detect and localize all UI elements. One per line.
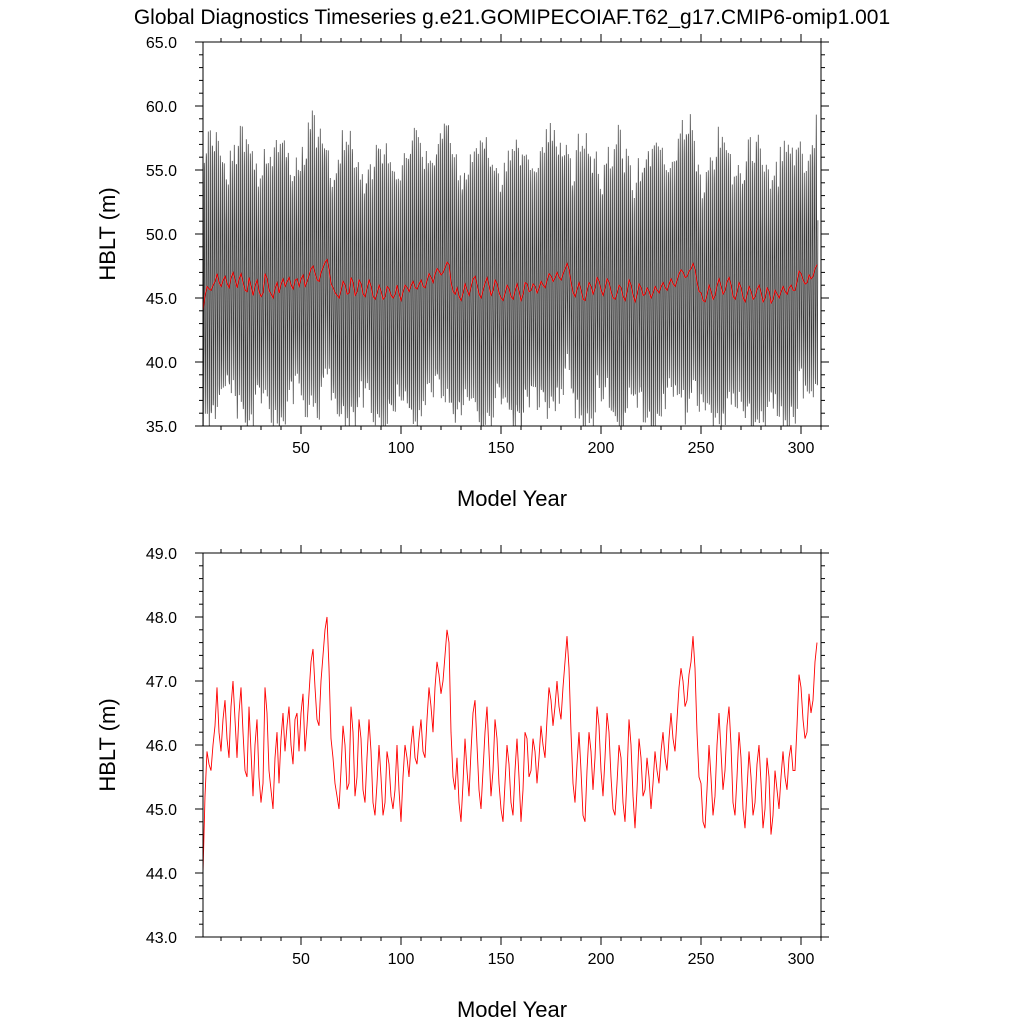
top-x-tick-label: 300 — [788, 440, 815, 457]
bottom-x-tick-label: 250 — [688, 951, 715, 968]
bottom-x-tick-label: 50 — [292, 951, 310, 968]
bottom-y-tick-label: 45.0 — [146, 802, 177, 819]
top-y-tick-label: 60.0 — [146, 99, 177, 116]
top-y-tick-label: 40.0 — [146, 355, 177, 372]
bottom-plot-area — [203, 616, 818, 874]
chart-title: Global Diagnostics Timeseries g.e21.GOMI… — [134, 6, 890, 29]
bottom-x-tick-label: 150 — [488, 951, 515, 968]
top-y-axis-label: HBLT (m) — [95, 187, 120, 280]
top-x-axis-label: Model Year — [457, 486, 567, 511]
top-monthly-series-line — [203, 110, 819, 426]
bottom-y-tick-label: 46.0 — [146, 738, 177, 755]
bottom-plot-frame — [202, 552, 822, 938]
bottom-y-tick-label: 48.0 — [146, 610, 177, 627]
bottom-annual-series-line — [203, 616, 818, 874]
annual-hblt-panel: 50 100 150 200 250 300 43.0 44.0 45.0 46.0 47.0 48.… — [95, 545, 829, 1022]
bottom-x-axis-label: Model Year — [457, 997, 567, 1022]
top-y-tick-label: 35.0 — [146, 419, 177, 436]
top-y-tick-label: 65.0 — [146, 35, 177, 52]
top-annual-series-line — [203, 258, 818, 311]
bottom-y-tick-label: 43.0 — [146, 930, 177, 947]
bottom-x-tick-label: 300 — [788, 951, 815, 968]
bottom-x-tick-label: 100 — [388, 951, 415, 968]
monthly-hblt-panel: 50 100 150 200 250 300 35.0 40.0 45.0 50.0 55.0 60.… — [95, 34, 829, 511]
bottom-x-tick-label: 200 — [588, 951, 615, 968]
top-plot-area — [203, 110, 819, 426]
top-x-tick-label: 250 — [688, 440, 715, 457]
top-x-tick-label: 200 — [588, 440, 615, 457]
top-x-tick-label: 150 — [488, 440, 515, 457]
top-x-tick-label: 50 — [292, 440, 310, 457]
top-y-tick-label: 45.0 — [146, 291, 177, 308]
bottom-y-tick-label: 49.0 — [146, 546, 177, 563]
top-x-tick-label: 100 — [388, 440, 415, 457]
bottom-y-tick-label: 47.0 — [146, 674, 177, 691]
bottom-y-tick-label: 44.0 — [146, 866, 177, 883]
top-y-tick-label: 55.0 — [146, 163, 177, 180]
bottom-y-axis-label: HBLT (m) — [95, 698, 120, 791]
top-y-tick-label: 50.0 — [146, 227, 177, 244]
